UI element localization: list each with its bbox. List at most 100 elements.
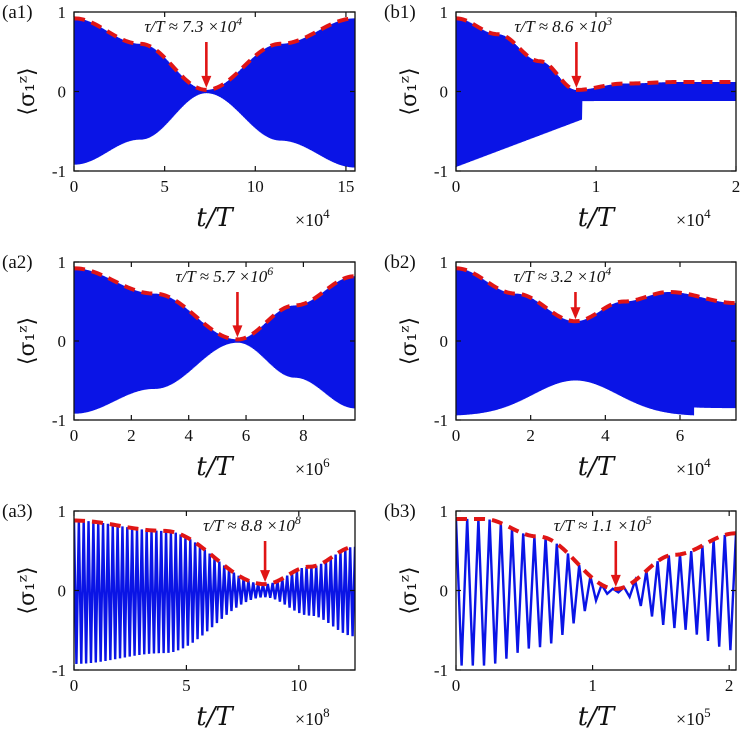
- x-tick-label: 0: [452, 177, 461, 196]
- y-axis-label: ⟨σ₁ᶻ⟩: [397, 67, 422, 115]
- x-tick-label: 1: [588, 676, 597, 695]
- x-axis-multiplier: ×105: [676, 705, 711, 729]
- x-tick-label: 0: [452, 676, 461, 695]
- y-axis-label: ⟨σ₁ᶻ⟩: [397, 317, 422, 365]
- panel-label: (b3): [384, 501, 416, 522]
- x-tick-label: 5: [160, 177, 169, 196]
- x-tick-label: 10: [290, 676, 307, 695]
- x-axis-multiplier: ×104: [295, 206, 330, 230]
- y-axis-label: ⟨σ₁ᶻ⟩: [397, 566, 422, 614]
- y-tick-label: 1: [440, 253, 449, 272]
- tau-annotation-text: τ/T ≈ 8.8 ×10: [203, 516, 295, 535]
- tau-annotation-text: τ/T ≈ 3.2 ×10: [513, 267, 605, 286]
- tau-arrow-head: [260, 570, 271, 583]
- y-tick-label: -1: [52, 411, 66, 430]
- signal-line-a2: [74, 268, 355, 414]
- tau-arrow-head: [201, 75, 212, 88]
- x-tick-label: 0: [70, 426, 79, 445]
- tau-annotation-exponent: 4: [605, 264, 611, 278]
- tau-annotation-exponent: 5: [646, 513, 652, 527]
- x-axis-multiplier: ×104: [676, 206, 711, 230]
- x-tick-label: 0: [70, 177, 79, 196]
- tau-arrow-head: [232, 325, 243, 338]
- tau-annotation: τ/T ≈ 8.6 ×103: [514, 14, 612, 36]
- x-axis-multiplier: ×108: [295, 705, 330, 729]
- signal-line-a1: [74, 18, 355, 168]
- x-tick-label: 2: [732, 177, 741, 196]
- multiplier-base: ×10: [295, 210, 323, 230]
- tau-annotation: τ/T ≈ 3.2 ×104: [513, 264, 611, 286]
- y-tick-label: -1: [434, 411, 448, 430]
- x-tick-label: 2: [127, 426, 136, 445]
- x-tick-label: 2: [526, 426, 535, 445]
- tau-annotation-exponent: 6: [267, 264, 273, 278]
- multiplier-exponent: 4: [704, 455, 711, 470]
- y-tick-label: 0: [440, 582, 449, 601]
- tau-annotation-text: τ/T ≈ 8.6 ×10: [514, 17, 606, 36]
- signal-line-b1: [456, 18, 736, 167]
- x-tick-label: 4: [601, 426, 610, 445]
- signal-line-b2: [456, 268, 736, 416]
- y-tick-label: 1: [58, 253, 67, 272]
- tau-annotation: τ/T ≈ 7.3 ×104: [144, 14, 242, 36]
- envelope-line-a3: [74, 518, 355, 587]
- panel-label: (b1): [384, 2, 416, 23]
- tau-annotation-text: τ/T ≈ 5.7 ×10: [175, 267, 267, 286]
- tau-arrow-head: [571, 75, 582, 88]
- y-tick-label: -1: [434, 661, 448, 680]
- panel-label: (b2): [384, 252, 416, 273]
- x-axis-label: t/T: [578, 452, 616, 482]
- tau-arrow-head: [570, 307, 581, 320]
- x-tick-label: 5: [182, 676, 191, 695]
- x-tick-label: 15: [337, 177, 354, 196]
- multiplier-base: ×10: [295, 709, 323, 729]
- y-tick-label: 1: [440, 3, 449, 22]
- y-axis-label: ⟨σ₁ᶻ⟩: [15, 566, 40, 614]
- multiplier-base: ×10: [676, 459, 704, 479]
- x-tick-label: 1: [592, 177, 601, 196]
- y-tick-label: -1: [52, 162, 66, 181]
- tau-annotation-exponent: 4: [236, 14, 242, 28]
- x-tick-label: 4: [184, 426, 193, 445]
- multiplier-base: ×10: [295, 459, 323, 479]
- tau-annotation-exponent: 3: [605, 14, 612, 28]
- x-tick-label: 0: [70, 676, 79, 695]
- y-tick-label: 0: [440, 83, 449, 102]
- envelope-line-b1: [456, 16, 736, 92]
- multiplier-exponent: 5: [704, 705, 711, 720]
- x-axis-label: t/T: [578, 702, 616, 732]
- x-tick-label: 6: [676, 426, 685, 445]
- x-tick-label: 8: [299, 426, 308, 445]
- tau-annotation: τ/T ≈ 5.7 ×106: [175, 264, 273, 286]
- x-tick-label: 6: [242, 426, 251, 445]
- signal-line-b3: [456, 518, 736, 666]
- x-tick-label: 10: [247, 177, 264, 196]
- x-axis-multiplier: ×104: [676, 455, 711, 479]
- x-axis-label: t/T: [196, 702, 234, 732]
- x-axis-label: t/T: [196, 203, 234, 233]
- tau-annotation: τ/T ≈ 8.8 ×108: [203, 513, 301, 535]
- y-tick-label: 1: [58, 502, 67, 521]
- tau-annotation-exponent: 8: [295, 513, 301, 527]
- envelope-line-b2: [456, 266, 736, 324]
- y-tick-label: 0: [440, 332, 449, 351]
- panel-label: (a1): [2, 2, 33, 23]
- y-tick-label: 0: [58, 582, 67, 601]
- x-axis-label: t/T: [196, 452, 234, 482]
- y-tick-label: 0: [58, 332, 67, 351]
- tau-annotation-text: τ/T ≈ 7.3 ×10: [144, 17, 236, 36]
- x-tick-label: 0: [452, 426, 461, 445]
- y-tick-label: 0: [58, 83, 67, 102]
- multiplier-base: ×10: [676, 210, 704, 230]
- envelope-line-a1: [74, 16, 355, 92]
- y-axis-label: ⟨σ₁ᶻ⟩: [15, 317, 40, 365]
- multiplier-base: ×10: [676, 709, 704, 729]
- y-tick-label: 1: [440, 502, 449, 521]
- y-axis-label: ⟨σ₁ᶻ⟩: [15, 67, 40, 115]
- signal-line-a3: [74, 520, 355, 664]
